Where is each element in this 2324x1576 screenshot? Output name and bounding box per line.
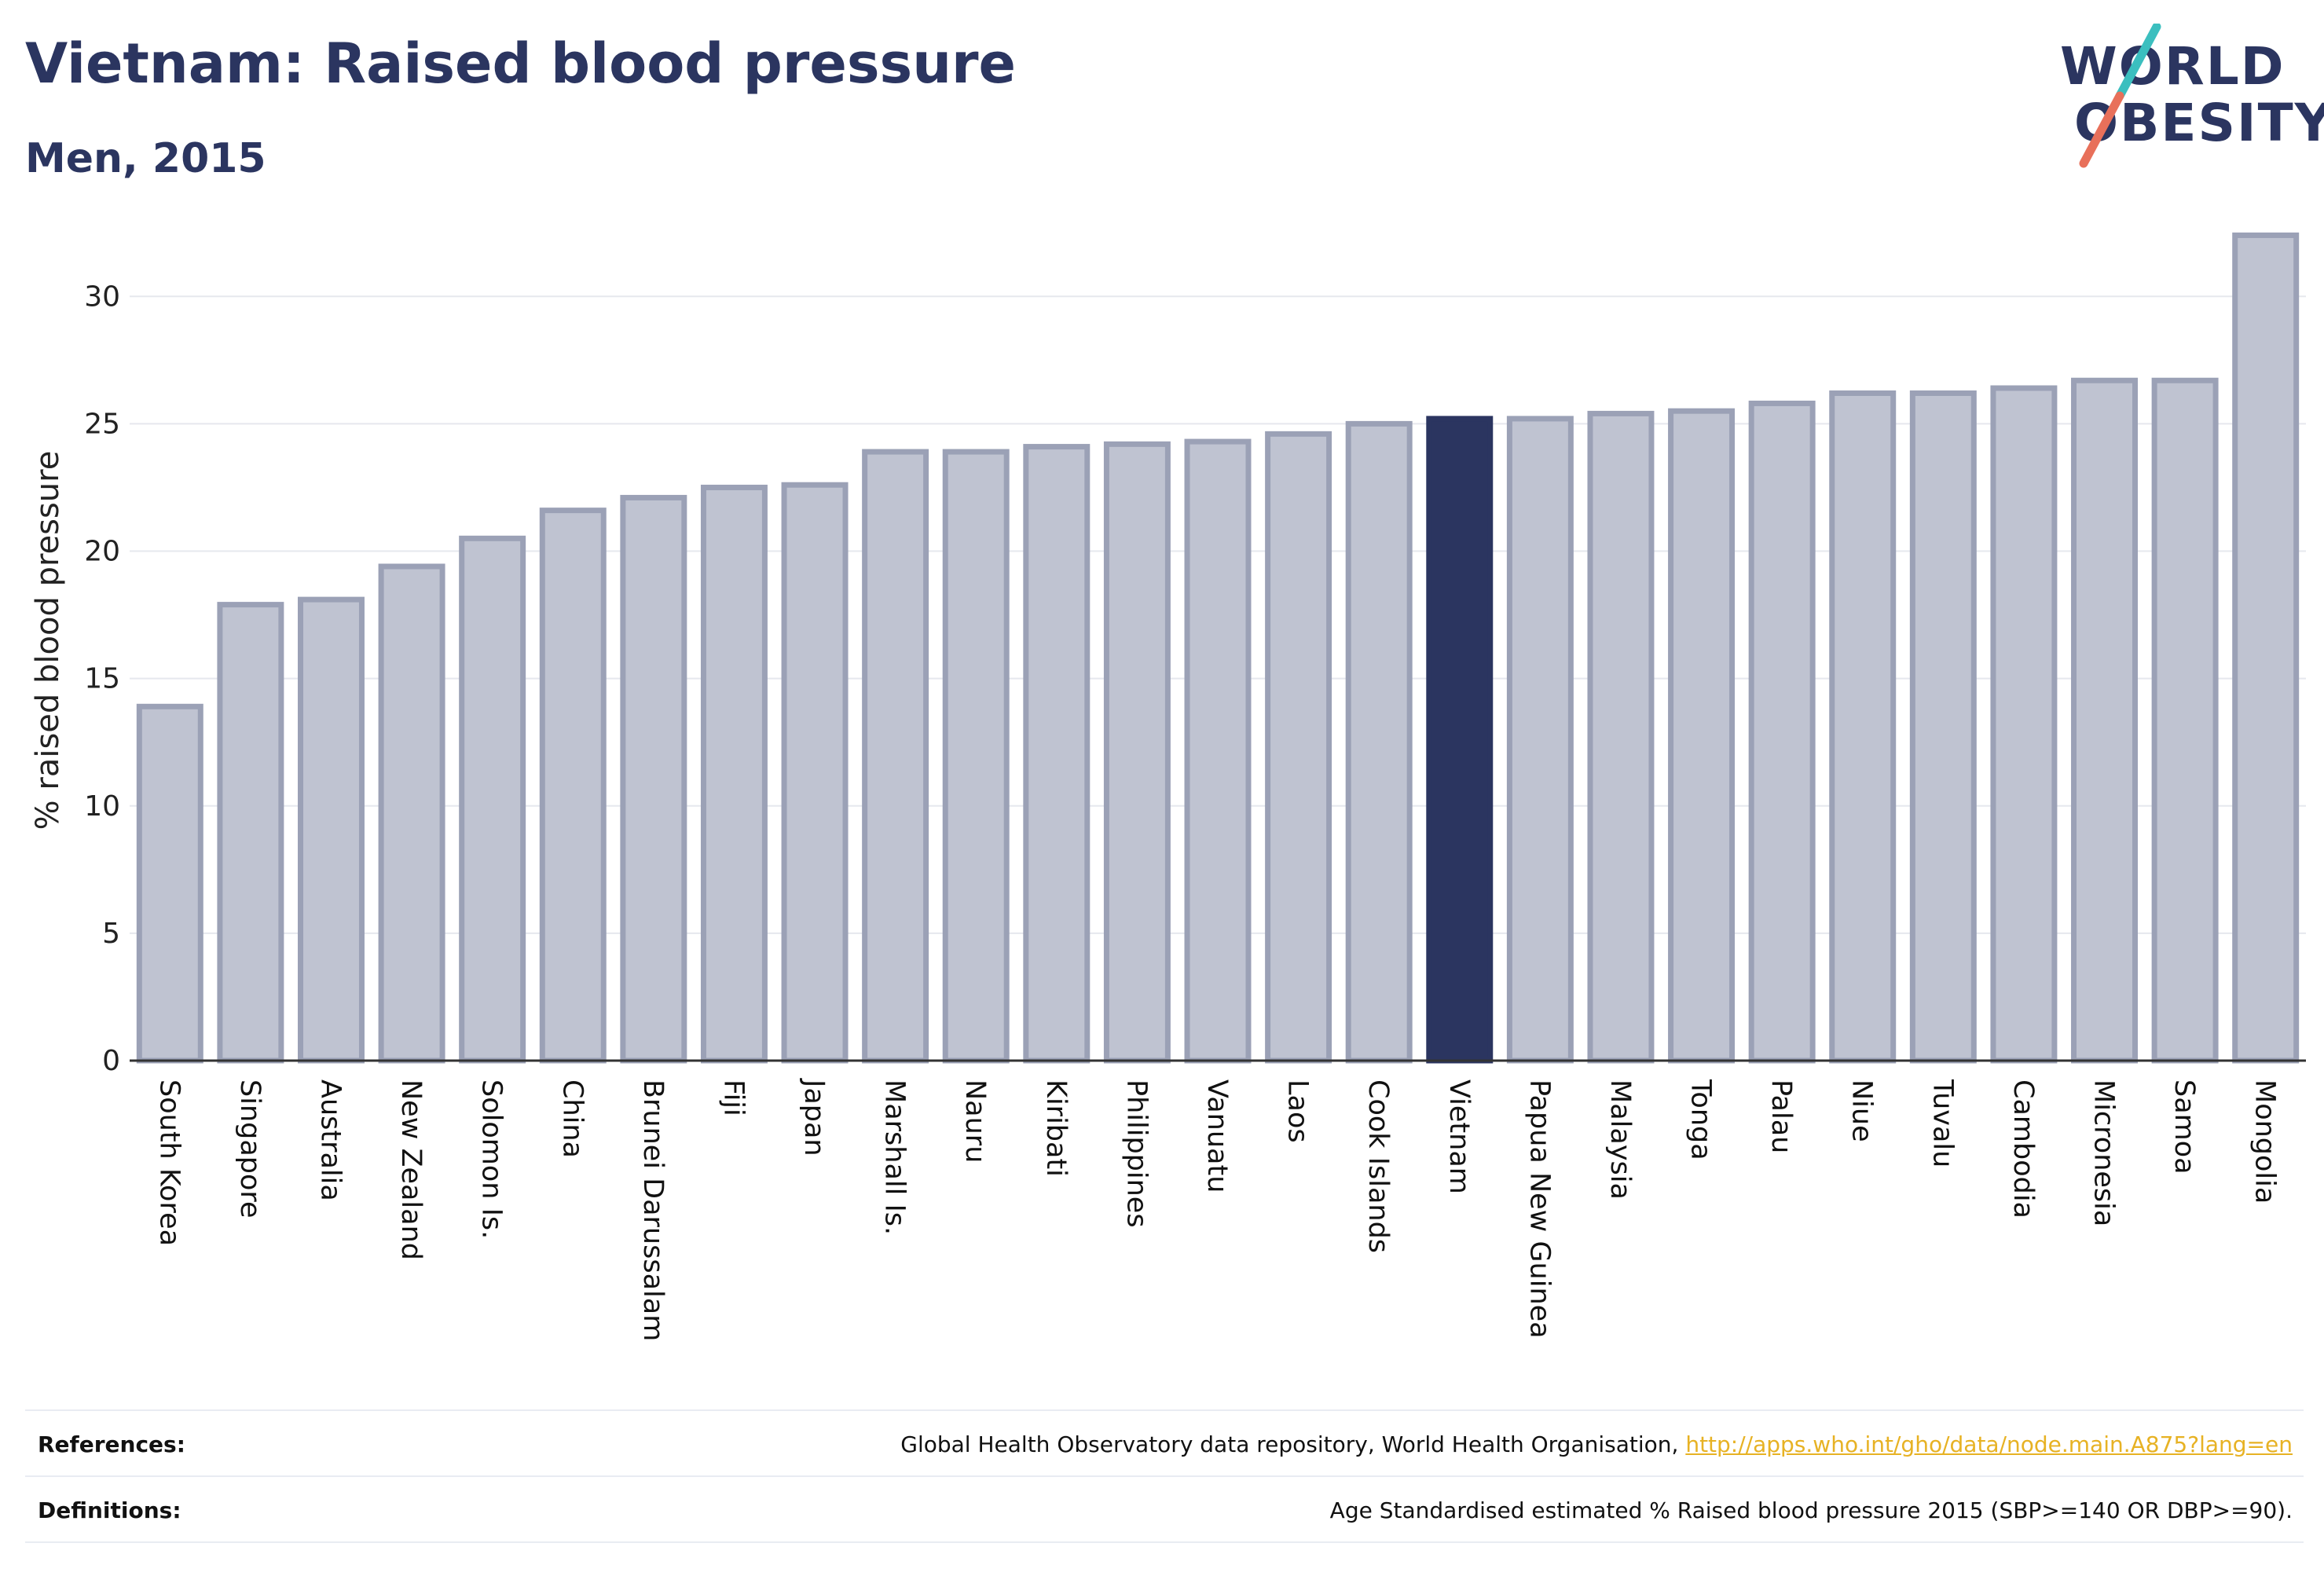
y-tick-label: 15	[84, 663, 120, 695]
x-tick-label: Vanuatu	[1201, 1079, 1233, 1193]
chart-subtitle: Men, 2015	[25, 135, 266, 182]
bar-mongolia	[2232, 232, 2300, 1064]
x-tick-label: Niue	[1846, 1079, 1878, 1142]
bar-samoa	[2151, 377, 2219, 1064]
references-value: Global Health Observatory data repositor…	[900, 1431, 2293, 1457]
logo-text-world: WORLD	[2060, 36, 2286, 97]
definitions-label: Definitions:	[38, 1497, 181, 1523]
x-tick-label: Fiji	[717, 1079, 749, 1116]
x-tick-label: Palau	[1765, 1079, 1797, 1153]
bar-tuvalu	[1909, 390, 1977, 1064]
bar-nauru	[942, 449, 1010, 1064]
y-tick-label: 20	[84, 536, 120, 568]
x-tick-label: Tonga	[1685, 1079, 1717, 1160]
y-tick-labels: 0 5 10 15 20 25 30	[84, 280, 120, 1077]
bar-singapore	[217, 602, 284, 1064]
logo-slash-icon	[2079, 24, 2161, 168]
references-text: Global Health Observatory data repositor…	[900, 1431, 1686, 1457]
x-tick-label: Samoa	[2168, 1079, 2200, 1175]
chart-title: Vietnam: Raised blood pressure	[25, 31, 1017, 96]
bar-chart: 0 5 10 15 20 25 30 South Korea Singapore Austral…	[30, 232, 2306, 1341]
bar-brunei-darussalam	[620, 494, 687, 1064]
x-tick-label: Marshall Is.	[879, 1079, 911, 1235]
x-tick-label: New Zealand	[395, 1079, 427, 1260]
references-row: References: Global Health Observatory da…	[25, 1409, 2304, 1475]
x-tick-label: Cambodia	[2007, 1079, 2039, 1219]
y-axis-label: % raised blood pressure	[30, 451, 66, 830]
y-tick-label: 10	[84, 790, 120, 823]
bar-niue	[1829, 390, 1897, 1064]
world-obesity-logo: WORLD OBESITY	[2051, 24, 2324, 173]
x-tick-label: Cook Islands	[1362, 1079, 1394, 1253]
bar-cambodia	[1990, 385, 2058, 1064]
x-tick-label: Malaysia	[1604, 1079, 1636, 1200]
bar-vanuatu	[1184, 438, 1252, 1064]
bar-kiribati	[1023, 444, 1091, 1064]
x-tick-label: Australia	[314, 1079, 346, 1201]
bar-solomon-is	[459, 535, 526, 1064]
x-tick-label: Tuvalu	[1926, 1079, 1958, 1167]
references-label: References:	[38, 1431, 185, 1457]
bar-china	[539, 508, 607, 1064]
x-tick-label: Singapore	[234, 1079, 266, 1219]
bar-australia	[297, 596, 365, 1064]
definitions-row: Definitions: Age Standardised estimated …	[25, 1475, 2304, 1541]
bar-palau	[1748, 400, 1816, 1064]
y-tick-label: 0	[102, 1045, 120, 1077]
bar-vietnam	[1426, 416, 1494, 1064]
bar-tonga	[1668, 408, 1736, 1064]
bar-papua-new-guinea	[1506, 416, 1574, 1064]
x-tick-label: Papua New Guinea	[1523, 1079, 1555, 1339]
x-tick-label: South Korea	[153, 1079, 185, 1246]
x-tick-label: Philippines	[1120, 1079, 1152, 1228]
bar-marshall-is	[862, 449, 929, 1064]
bar-fiji	[700, 484, 768, 1064]
x-tick-label: Micronesia	[2088, 1079, 2120, 1226]
bars	[136, 232, 2300, 1064]
footer-divider	[25, 1541, 2304, 1543]
y-tick-label: 5	[102, 918, 120, 950]
bar-cook-islands	[1345, 420, 1413, 1064]
x-tick-label: Vietnam	[1443, 1079, 1475, 1194]
x-tick-label: Solomon Is.	[476, 1079, 508, 1239]
x-tick-label: Japan	[798, 1078, 830, 1156]
x-tick-label: Mongolia	[2249, 1079, 2281, 1204]
bar-japan	[781, 482, 849, 1064]
x-tick-label: Nauru	[959, 1079, 991, 1163]
x-tick-label: Brunei Darussalam	[637, 1079, 669, 1341]
definitions-value: Age Standardised estimated % Raised bloo…	[1329, 1497, 2293, 1523]
y-tick-label: 30	[84, 280, 120, 313]
x-tick-label: China	[556, 1079, 588, 1158]
y-tick-label: 25	[84, 408, 120, 440]
x-tick-label: Laos	[1282, 1079, 1314, 1143]
references-link[interactable]: http://apps.who.int/gho/data/node.main.A…	[1685, 1431, 2293, 1457]
bar-new-zealand	[378, 563, 445, 1064]
bar-south-korea	[136, 703, 203, 1064]
bar-malaysia	[1587, 410, 1655, 1064]
bar-philippines	[1103, 441, 1171, 1064]
bar-laos	[1265, 431, 1332, 1064]
x-tick-label: Kiribati	[1040, 1079, 1072, 1177]
bar-micronesia	[2071, 377, 2139, 1064]
x-tick-labels: South Korea Singapore Australia New Zealand…	[153, 1078, 2280, 1341]
